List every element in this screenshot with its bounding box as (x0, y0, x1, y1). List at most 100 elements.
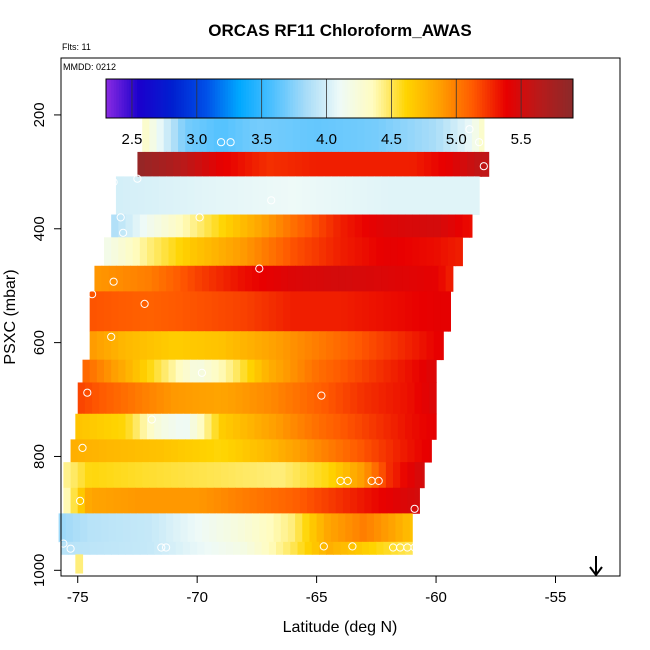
heatmap-cell (173, 265, 182, 292)
heatmap-cell (304, 291, 313, 332)
colorbar-swatch (378, 79, 382, 118)
heatmap-cell (244, 513, 253, 543)
colorbar-swatch (272, 79, 276, 118)
heatmap-cell (125, 359, 134, 383)
colorbar-swatch (331, 79, 335, 118)
heatmap-cell (338, 151, 346, 177)
heatmap-cell (173, 513, 182, 543)
heatmap-cell (213, 439, 222, 463)
heatmap-cell (249, 487, 258, 514)
heatmap-cell (125, 291, 134, 332)
heatmap-cell (266, 151, 275, 177)
colorbar-swatch (409, 79, 413, 118)
heatmap-cell (278, 462, 287, 489)
heatmap-cell (448, 214, 456, 238)
heatmap-cell (125, 541, 134, 555)
heatmap-cell (252, 513, 260, 543)
colorbar-swatch (134, 79, 138, 118)
heatmap-cell (278, 487, 287, 514)
heatmap-cell (61, 541, 69, 555)
heatmap-cell (175, 541, 184, 555)
heatmap-cell (359, 513, 368, 543)
colorbar-swatch (560, 79, 564, 118)
heatmap-cell (273, 513, 282, 543)
heatmap-cell (333, 214, 342, 238)
heatmap-cell (273, 265, 282, 292)
heatmap-cell (240, 291, 248, 332)
heatmap-cell (464, 114, 473, 153)
heatmap-cell (426, 237, 435, 267)
heatmap-cell (369, 541, 377, 555)
heatmap-cell (290, 237, 299, 267)
heatmap-cell (424, 151, 432, 177)
colorbar-swatch (121, 79, 125, 118)
heatmap-cell (328, 462, 337, 489)
heatmap-cell (204, 359, 213, 383)
heatmap-cell (474, 151, 483, 177)
colorbar-swatch (253, 79, 257, 118)
colorbar-swatch (567, 79, 571, 118)
heatmap-cell (101, 513, 110, 543)
colorbar-swatch (220, 79, 224, 118)
heatmap-cell (170, 487, 179, 514)
heatmap-cell (147, 359, 155, 383)
heatmap-cell (307, 487, 315, 514)
heatmap-cell (271, 487, 279, 514)
heatmap-cell (225, 214, 234, 238)
heatmap-cell (247, 413, 256, 440)
heatmap-cell (362, 291, 370, 332)
heatmap-cell (292, 439, 301, 463)
heatmap-cell (120, 382, 129, 415)
heatmap-cell (147, 237, 155, 267)
heatmap-cell (414, 382, 423, 415)
heatmap-cell (89, 331, 98, 361)
sample-point (107, 205, 116, 215)
heatmap-cell (113, 382, 122, 415)
heatmap-cell (304, 214, 313, 238)
heatmap-cell (230, 513, 239, 543)
colorbar-swatch (386, 79, 390, 118)
colorbar-swatch (334, 79, 338, 118)
heatmap-cell (256, 114, 265, 153)
heatmap-cell (319, 413, 327, 440)
heatmap-cell (163, 382, 172, 415)
heatmap-cell (259, 151, 268, 177)
heatmap-cell (132, 291, 141, 332)
heatmap-cell (89, 541, 98, 555)
heatmap-cell (104, 359, 112, 383)
heatmap-cell (104, 291, 112, 332)
heatmap-cell (409, 176, 418, 215)
heatmap-cell (319, 541, 327, 555)
y-tick-label: 400 (31, 216, 48, 241)
heatmap-cell (127, 382, 136, 415)
heatmap-cell (311, 541, 320, 555)
sample-point (479, 162, 488, 171)
heatmap-cell (278, 382, 287, 415)
heatmap-cell (369, 331, 377, 361)
heatmap-cell (92, 462, 100, 489)
heatmap-cell (190, 237, 198, 267)
heatmap-cell (147, 214, 155, 238)
heatmap-cell (302, 176, 311, 215)
heatmap-cell (209, 176, 217, 215)
heatmap-cell (354, 214, 363, 238)
heatmap-cell (77, 487, 86, 514)
heatmap-cell (369, 214, 377, 238)
sample-point (343, 476, 352, 485)
heatmap-cell (433, 331, 442, 361)
heatmap-cell (115, 176, 124, 215)
heatmap-cell (216, 265, 225, 292)
heatmap-cell (304, 331, 313, 361)
colorbar-swatch (277, 79, 281, 118)
heatmap-cell (340, 291, 349, 332)
heatmap-cell (104, 331, 112, 361)
heatmap-cell (204, 331, 213, 361)
colorbar-swatch (124, 79, 128, 118)
heatmap-cell (412, 413, 420, 440)
heatmap-cell (149, 382, 158, 415)
heatmap-cell (311, 359, 320, 383)
heatmap-cell (307, 114, 315, 153)
heatmap-cell (256, 439, 265, 463)
heatmap-cell (416, 151, 425, 177)
heatmap-cell (433, 214, 442, 238)
